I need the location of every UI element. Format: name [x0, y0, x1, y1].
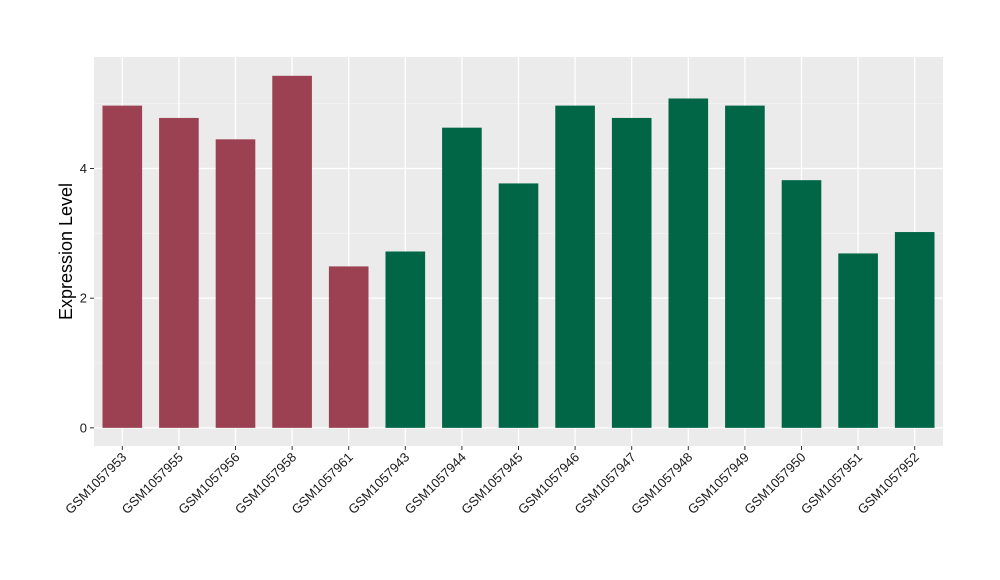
bar-GSM1057958 — [272, 75, 312, 428]
y-tick-label: 2 — [80, 291, 87, 306]
bar-GSM1057950 — [781, 180, 822, 428]
y-axis: 0 2 4 — [80, 161, 94, 435]
bar-GSM1057953 — [102, 105, 143, 428]
bar-GSM1057948 — [668, 98, 709, 428]
bar-GSM1057949 — [725, 105, 765, 428]
y-tick-label: 4 — [80, 161, 87, 176]
bar-GSM1057944 — [442, 127, 482, 428]
bar-GSM1057951 — [838, 253, 878, 428]
bar-GSM1057952 — [894, 232, 935, 428]
bar-GSM1057946 — [555, 105, 595, 428]
bar-GSM1057956 — [215, 139, 256, 428]
bars — [102, 75, 935, 428]
bar-GSM1057955 — [159, 117, 199, 428]
bar-GSM1057961 — [328, 266, 369, 428]
bar-GSM1057943 — [385, 251, 426, 428]
y-axis-title: Expression Level — [56, 183, 76, 320]
x-axis: GSM1057953GSM1057955GSM1057956GSM1057958… — [62, 446, 922, 517]
y-tick-label: 0 — [80, 420, 87, 435]
bar-GSM1057945 — [498, 183, 539, 428]
bar-GSM1057947 — [611, 117, 652, 428]
